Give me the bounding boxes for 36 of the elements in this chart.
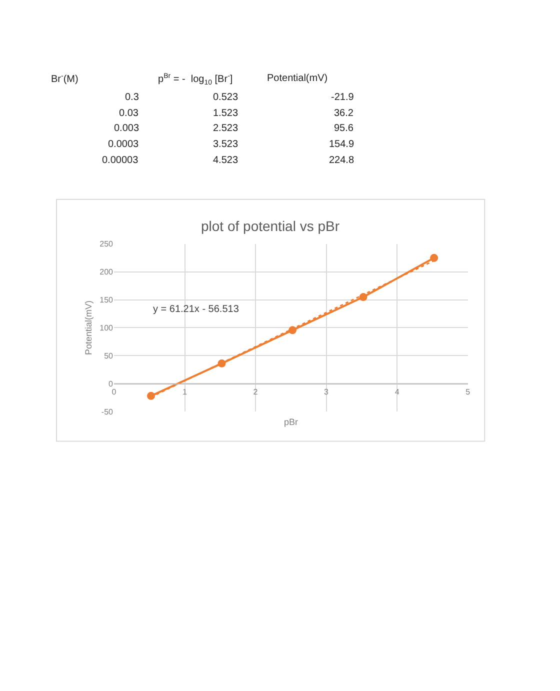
point (147, 392, 155, 400)
text: -21.9 (331, 92, 354, 103)
text: 95.6 (334, 123, 354, 134)
text: 3.523 (213, 139, 238, 150)
y-tick-label: 200 (100, 268, 114, 277)
annotation: y = 61.21x - 56.513 (153, 304, 240, 315)
text: 1.523 (213, 108, 238, 119)
chart-title: plot of potential vs pBr (201, 218, 340, 234)
text: 0.003 (114, 123, 140, 134)
point (430, 254, 438, 262)
text: 4.523 (213, 155, 238, 166)
x-tick-label: 4 (394, 387, 400, 396)
text: 224.8 (329, 155, 354, 166)
text: 154.9 (329, 139, 354, 150)
text: 0.00003 (102, 155, 139, 166)
y-tick-label: -50 (101, 407, 114, 416)
y-tick-label: 150 (100, 296, 114, 305)
text: 2.523 (213, 123, 238, 134)
text: p$^{Br}$ = - log$_{10}$ [Br$^{-}$] (158, 73, 233, 86)
x-tick-label: 2 (253, 387, 258, 396)
y-tick-label: 0 (108, 379, 114, 388)
text: 0.0003 (108, 139, 140, 150)
y-tick-label: 50 (104, 351, 114, 360)
text: Potential(mV) (267, 73, 328, 84)
y-axis-title: Potential(mV) (84, 300, 94, 356)
x-tick-label: 1 (182, 387, 188, 396)
y-tick-label: 100 (100, 324, 114, 333)
text: 0.523 (213, 92, 238, 103)
x-tick-label: 3 (324, 387, 330, 396)
text: 0.03 (119, 108, 139, 119)
text: 0.3 (125, 92, 140, 103)
text: 36.2 (334, 108, 354, 119)
y-tick-label: 250 (100, 240, 114, 249)
x-axis-title: pBr (284, 417, 298, 427)
text: Br$^{-}$(M) (51, 73, 78, 86)
x-tick-label: 5 (466, 387, 471, 396)
